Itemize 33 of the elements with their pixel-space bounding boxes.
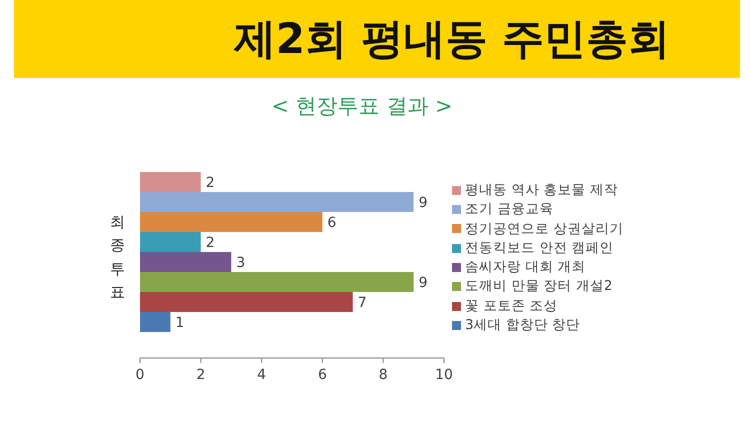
x-tick-label: 0 [136, 366, 144, 383]
bar [140, 192, 414, 212]
chart-title: 제2회 평내동 주민총회 [234, 14, 670, 63]
legend-label: 솜씨자랑 대회 개최 [465, 259, 586, 276]
legend-label: 전동킥보드 안전 캠페인 [465, 240, 614, 256]
data-label: 9 [418, 194, 428, 211]
data-label: 2 [206, 174, 215, 191]
bar [140, 272, 414, 292]
bar [140, 172, 201, 192]
bar [140, 212, 322, 232]
x-tick-label: 2 [196, 366, 206, 383]
chart-subtitle: < 현장투표 결과 > [271, 94, 453, 118]
bar [140, 252, 232, 272]
legend-label: 조기 금융교육 [465, 201, 554, 218]
legend-label: 정기공연으로 상권살리기 [465, 220, 624, 237]
legend-label: 꽃 포토존 조성 [465, 298, 558, 314]
data-label: 2 [206, 234, 215, 251]
x-tick-label: 6 [318, 366, 327, 383]
x-tick-label: 4 [257, 366, 266, 383]
data-label: 7 [358, 294, 367, 311]
bar [140, 292, 353, 312]
legend-label: 도깨비 만물 장터 개설2 [465, 278, 612, 294]
x-tick-label: 10 [435, 366, 453, 383]
data-label: 1 [175, 314, 184, 331]
legend-label: 3세대 합창단 창단 [465, 317, 580, 334]
data-label: 9 [418, 274, 428, 291]
bar [140, 312, 170, 332]
data-label: 3 [236, 254, 246, 271]
y-axis-title: 최종투표 [109, 204, 127, 300]
legend-label: 평내동 역사 홍보물 제작 [465, 182, 618, 198]
bar [140, 232, 201, 252]
data-label: 6 [327, 214, 336, 231]
x-tick-label: 8 [378, 366, 388, 383]
